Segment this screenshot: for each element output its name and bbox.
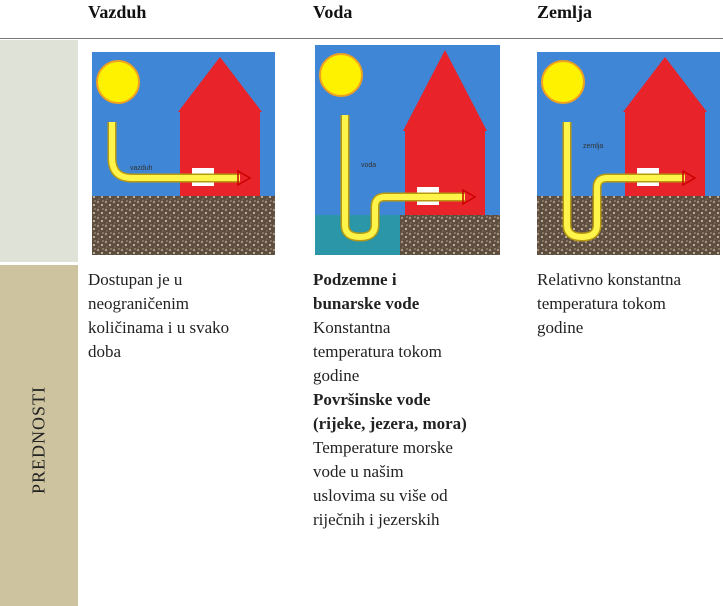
roof [178,57,262,112]
sun [96,60,140,104]
cell-text: uslovima su više od [313,486,448,505]
column-header: Zemlja [537,2,592,22]
cell-text: Temperature morske [313,438,453,457]
sun [319,53,363,97]
cell-text: doba [88,342,122,361]
cell-heading: Površinske vode [313,390,431,409]
roof [403,50,487,131]
cell: Podzemne i bunarske vode Konstantna tempera… [313,268,467,532]
arrow [237,169,252,187]
arrow [682,169,697,187]
cell-text: riječnih i jezerskih [313,510,440,529]
cell-heading: Podzemne i [313,270,397,289]
cell-text: temperatura tokom [537,294,666,313]
cell-text: neograničenim [88,294,190,313]
pipe [109,122,240,181]
cell-text: temperatura tokom [313,342,442,361]
image-label: vazduh [130,165,153,172]
cell: Relativno konstantna temperatura tokom god… [537,268,681,340]
cell-text: Relativno konstantna [537,270,682,289]
cell-text: količinama i u svako [88,318,230,337]
pipe [564,122,685,241]
cell-text: godine [537,318,584,337]
cell-heading: bunarske vode [313,294,420,313]
pipe [342,115,465,241]
image-label: voda [361,162,376,169]
column-header: Vazduh [88,2,147,22]
sun [541,60,585,104]
column-header: Voda [313,2,353,22]
arrow [462,188,477,206]
cell-text: Dostupan je u [88,270,183,289]
side-cell [0,265,78,606]
cell-text: vode u našim [313,462,404,481]
image-label: zemlja [583,143,603,150]
cell-text: godine [313,366,360,385]
side-cell [0,40,78,262]
roof [623,57,707,112]
ground [92,196,275,255]
header-rule [0,38,723,39]
cell-text: Konstantna [313,318,391,337]
cell: Dostupan je u neograničenim količinama i u… [88,268,229,364]
cell-heading: (rijeke, jezera, mora) [313,414,467,433]
